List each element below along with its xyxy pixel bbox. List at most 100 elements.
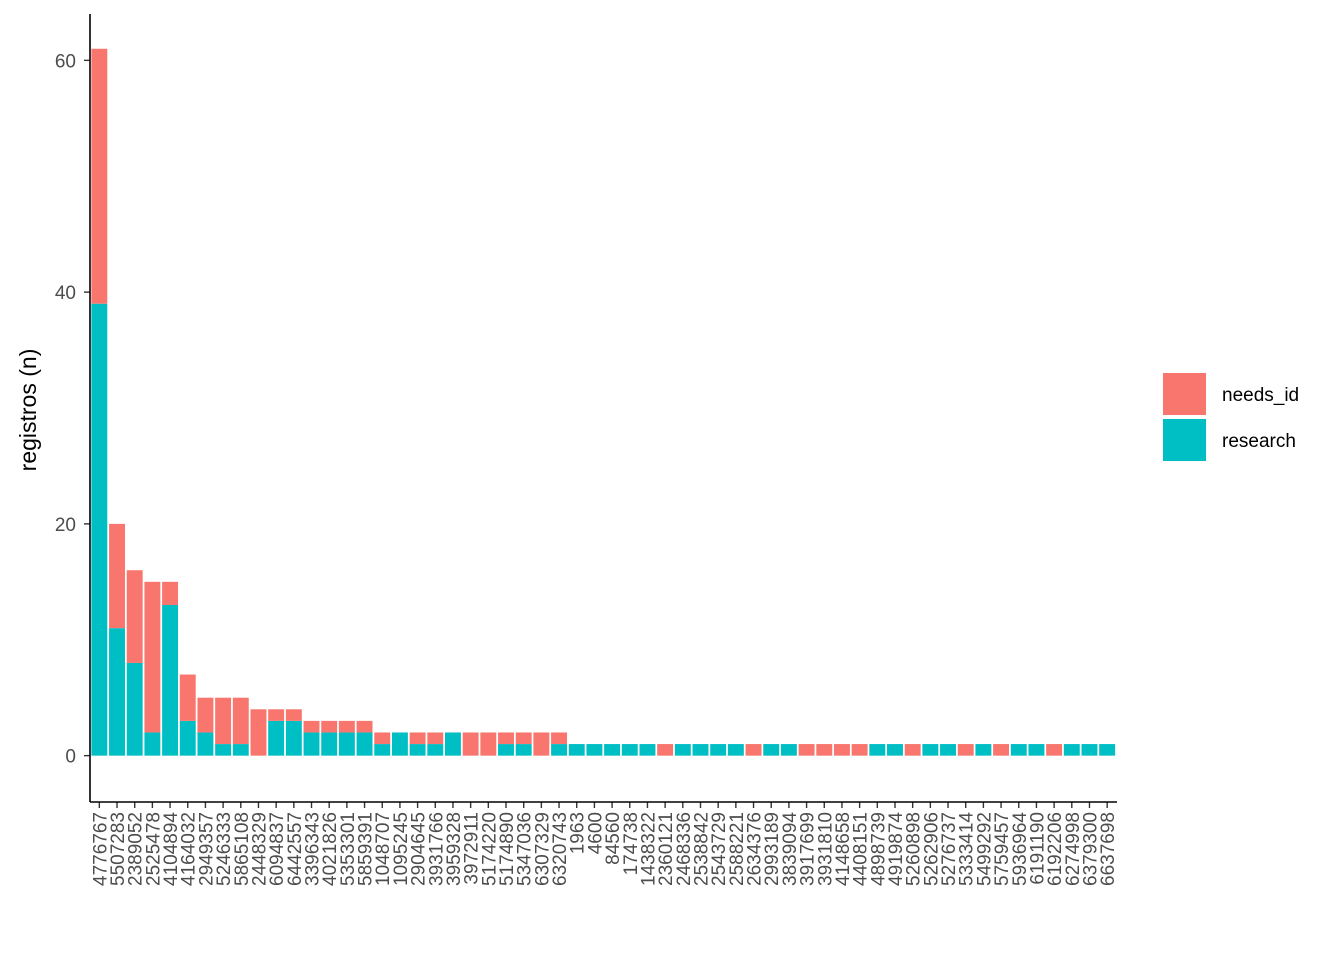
bar-research bbox=[109, 628, 125, 756]
x-tick-label: 1095245 bbox=[391, 812, 412, 886]
x-tick-label: 3917699 bbox=[798, 812, 819, 886]
bar-research bbox=[391, 732, 408, 756]
x-tick-label: 84560 bbox=[603, 812, 624, 865]
bar-research bbox=[710, 744, 727, 756]
bar-needs_id bbox=[904, 744, 921, 756]
bar-research bbox=[144, 732, 161, 756]
bar-research bbox=[162, 605, 179, 756]
bar-needs_id bbox=[551, 732, 568, 745]
x-tick-label: 5499292 bbox=[974, 812, 995, 886]
bar-research bbox=[409, 744, 426, 756]
bar-research bbox=[568, 744, 585, 756]
bar-needs_id bbox=[851, 744, 868, 756]
x-tick-label: 2993189 bbox=[762, 812, 783, 886]
x-tick-label: 2468336 bbox=[674, 812, 695, 886]
bar-needs_id bbox=[993, 744, 1010, 756]
x-tick-label: 1963 bbox=[568, 812, 589, 854]
x-tick-label: 4776767 bbox=[90, 812, 111, 886]
bars-layer bbox=[91, 48, 1116, 756]
x-tick-label: 4919874 bbox=[886, 812, 907, 886]
legend: needs_id research bbox=[1163, 373, 1299, 461]
bar-research bbox=[763, 744, 780, 756]
x-tick-label: 5347036 bbox=[515, 812, 536, 886]
bar-research bbox=[268, 720, 285, 756]
x-tick-label: 2634376 bbox=[745, 812, 766, 886]
bar-research bbox=[303, 732, 320, 756]
x-tick-label: 5333414 bbox=[957, 812, 978, 886]
bar-research bbox=[604, 744, 621, 756]
x-tick-label: 4408151 bbox=[851, 812, 872, 886]
bar-research bbox=[621, 744, 638, 756]
bar-research bbox=[321, 732, 338, 756]
bar-research bbox=[1081, 744, 1098, 756]
bar-needs_id bbox=[91, 48, 108, 304]
bar-research bbox=[232, 744, 249, 756]
x-tick-label: 4164032 bbox=[179, 812, 200, 886]
x-tick-label: 4104894 bbox=[161, 812, 182, 886]
x-tick-label: 2588221 bbox=[727, 812, 748, 886]
x-tick-label: 174738 bbox=[621, 812, 642, 875]
bar-needs_id bbox=[533, 732, 550, 756]
legend-label: research bbox=[1222, 431, 1296, 452]
x-tick-label: 6320743 bbox=[550, 812, 571, 886]
x-tick-label: 5246333 bbox=[214, 812, 235, 886]
bar-needs_id bbox=[657, 744, 674, 756]
x-tick-label: 2949357 bbox=[196, 812, 217, 886]
x-tick-label: 2543729 bbox=[709, 812, 730, 886]
x-axis-ticks: 4776767550728323890522525478410489441640… bbox=[90, 802, 1119, 886]
bar-needs_id bbox=[144, 581, 161, 733]
bar-research bbox=[639, 744, 656, 756]
x-tick-label: 2389052 bbox=[126, 812, 147, 886]
bar-research bbox=[1028, 744, 1045, 756]
bar-needs_id bbox=[957, 744, 974, 756]
y-axis-title: registros (n) bbox=[15, 349, 41, 472]
x-tick-label: 4898739 bbox=[868, 812, 889, 886]
bar-research bbox=[869, 744, 886, 756]
bar-needs_id bbox=[126, 570, 143, 663]
legend-label: needs_id bbox=[1222, 385, 1299, 406]
bar-research bbox=[91, 303, 108, 756]
bar-needs_id bbox=[197, 697, 214, 733]
x-tick-label: 3931810 bbox=[815, 812, 836, 886]
x-tick-label: 5936964 bbox=[1010, 812, 1031, 886]
bar-research bbox=[674, 744, 691, 756]
x-tick-label: 6637698 bbox=[1098, 812, 1119, 886]
bar-needs_id bbox=[462, 732, 479, 756]
x-tick-label: 2538842 bbox=[691, 812, 712, 886]
bar-needs_id bbox=[816, 744, 833, 756]
x-tick-label: 4021826 bbox=[320, 812, 341, 886]
x-tick-label: 1048707 bbox=[373, 812, 394, 886]
bar-needs_id bbox=[303, 720, 320, 733]
bar-needs_id bbox=[798, 744, 815, 756]
bar-research bbox=[215, 744, 232, 756]
bar-research bbox=[586, 744, 603, 756]
bar-needs_id bbox=[515, 732, 532, 745]
x-tick-label: 6379300 bbox=[1080, 812, 1101, 886]
bar-research bbox=[445, 732, 461, 756]
bar-needs_id bbox=[250, 709, 267, 756]
x-tick-label: 2904645 bbox=[409, 812, 430, 886]
bar-research bbox=[338, 732, 355, 756]
bar-needs_id bbox=[268, 709, 285, 721]
x-tick-label: 5353301 bbox=[338, 812, 359, 886]
bar-needs_id bbox=[833, 744, 850, 756]
bar-research bbox=[1063, 744, 1080, 756]
bar-research bbox=[780, 744, 797, 756]
bar-needs_id bbox=[215, 697, 232, 745]
y-tick-label: 40 bbox=[55, 283, 76, 304]
bar-research bbox=[551, 744, 568, 756]
bar-research bbox=[1099, 744, 1116, 756]
x-tick-label: 3839094 bbox=[780, 812, 801, 886]
y-tick-label: 0 bbox=[65, 747, 76, 768]
x-tick-label: 1438322 bbox=[638, 812, 659, 886]
x-tick-label: 4600 bbox=[585, 812, 606, 854]
bar-research bbox=[1010, 744, 1027, 756]
x-tick-label: 5865108 bbox=[232, 812, 253, 886]
bar-research bbox=[427, 744, 444, 756]
bar-research bbox=[498, 744, 514, 756]
legend-key-needs_id bbox=[1163, 373, 1206, 415]
bar-needs_id bbox=[179, 674, 196, 721]
x-tick-label: 5174890 bbox=[497, 812, 518, 886]
